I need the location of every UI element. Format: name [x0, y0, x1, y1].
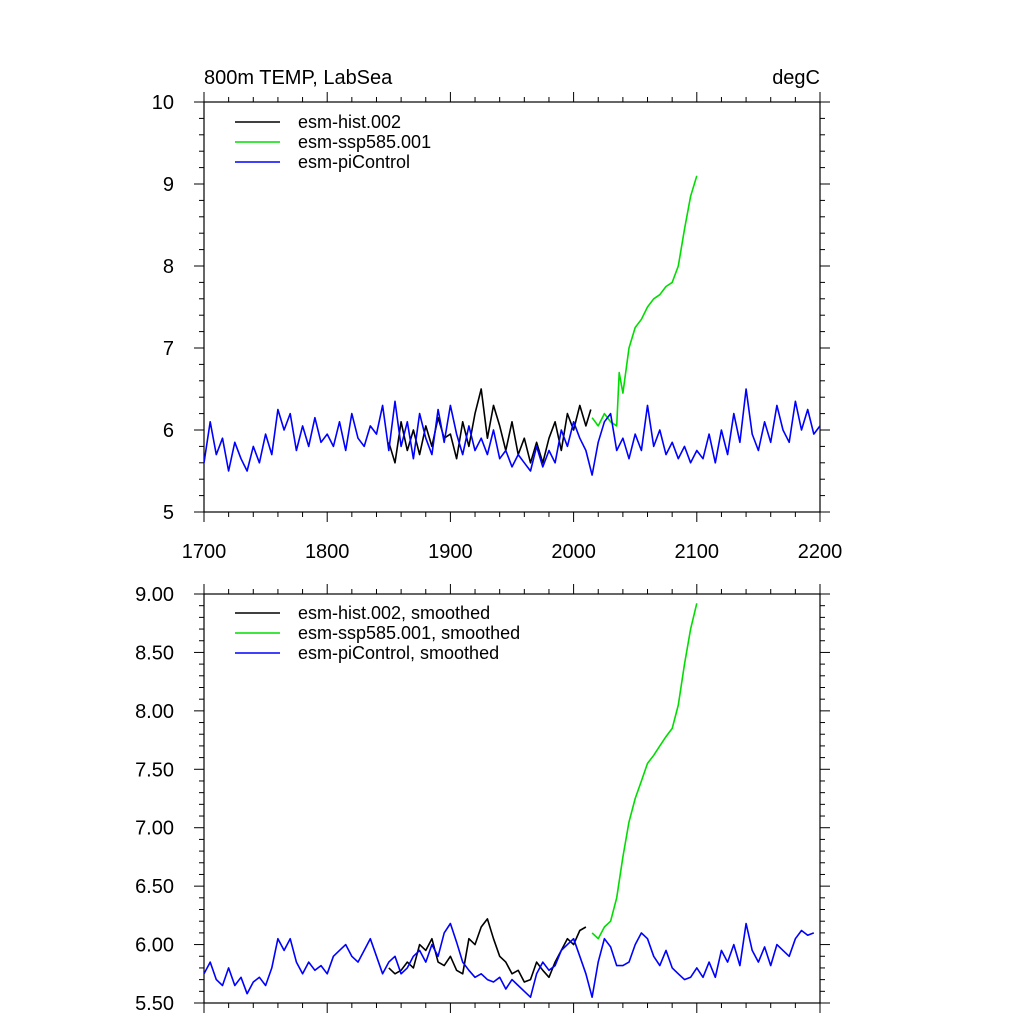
- series-line-1: [388, 388, 592, 464]
- y-tick-label: 8: [163, 256, 174, 278]
- y-tick-label: 8.50: [135, 642, 174, 664]
- y-tick-label: 6.00: [135, 935, 174, 957]
- y-tick-label: 7: [163, 338, 174, 360]
- y-tick-label: 6.50: [135, 876, 174, 898]
- chart-title: 800m TEMP, LabSea: [204, 67, 393, 89]
- legend-label: esm-piControl, smoothed: [298, 643, 499, 663]
- y-tick-label: 5: [163, 502, 174, 524]
- y-tick-label: 7.50: [135, 759, 174, 781]
- x-tick-label: 1800: [305, 541, 350, 563]
- legend-label: esm-ssp585.001: [298, 132, 431, 152]
- plot-frame: [203, 101, 821, 513]
- series-line-3: [204, 388, 820, 476]
- x-tick-label: 1900: [428, 541, 473, 563]
- y-tick-label: 6: [163, 420, 174, 442]
- legend-label: esm-ssp585.001, smoothed: [298, 623, 520, 643]
- legend-label: esm-hist.002: [298, 112, 401, 132]
- y-tick-label: 8.00: [135, 701, 174, 723]
- series-line-3: [204, 922, 815, 999]
- y-tick-label: 10: [152, 92, 174, 114]
- y-tick-label: 5.50: [135, 993, 174, 1015]
- y-tick-label: 9.00: [135, 584, 174, 606]
- y-tick-label: 7.00: [135, 818, 174, 840]
- y-tick-label: 9: [163, 174, 174, 196]
- legend-label: esm-piControl: [298, 152, 410, 172]
- x-tick-label: 2200: [798, 541, 843, 563]
- series-line-1: [388, 918, 587, 983]
- panel-temperature-raw: 800m TEMP, LabSea degC 1700 1800 1900 2000 2…: [152, 67, 843, 563]
- units-label: degC: [772, 67, 820, 89]
- series-line-2: [591, 603, 698, 940]
- series-line-2: [591, 175, 698, 427]
- x-tick-label: 2100: [675, 541, 720, 563]
- x-tick-label: 2000: [551, 541, 596, 563]
- x-tick-label: 1700: [182, 541, 227, 563]
- legend-label: esm-hist.002, smoothed: [298, 603, 490, 623]
- panel-temperature-smoothed: 5.50 6.00 6.50 7.00 7.50 8.00 8.50 9.00 esm-hist…: [135, 584, 830, 1015]
- plot-frame: [203, 593, 821, 1004]
